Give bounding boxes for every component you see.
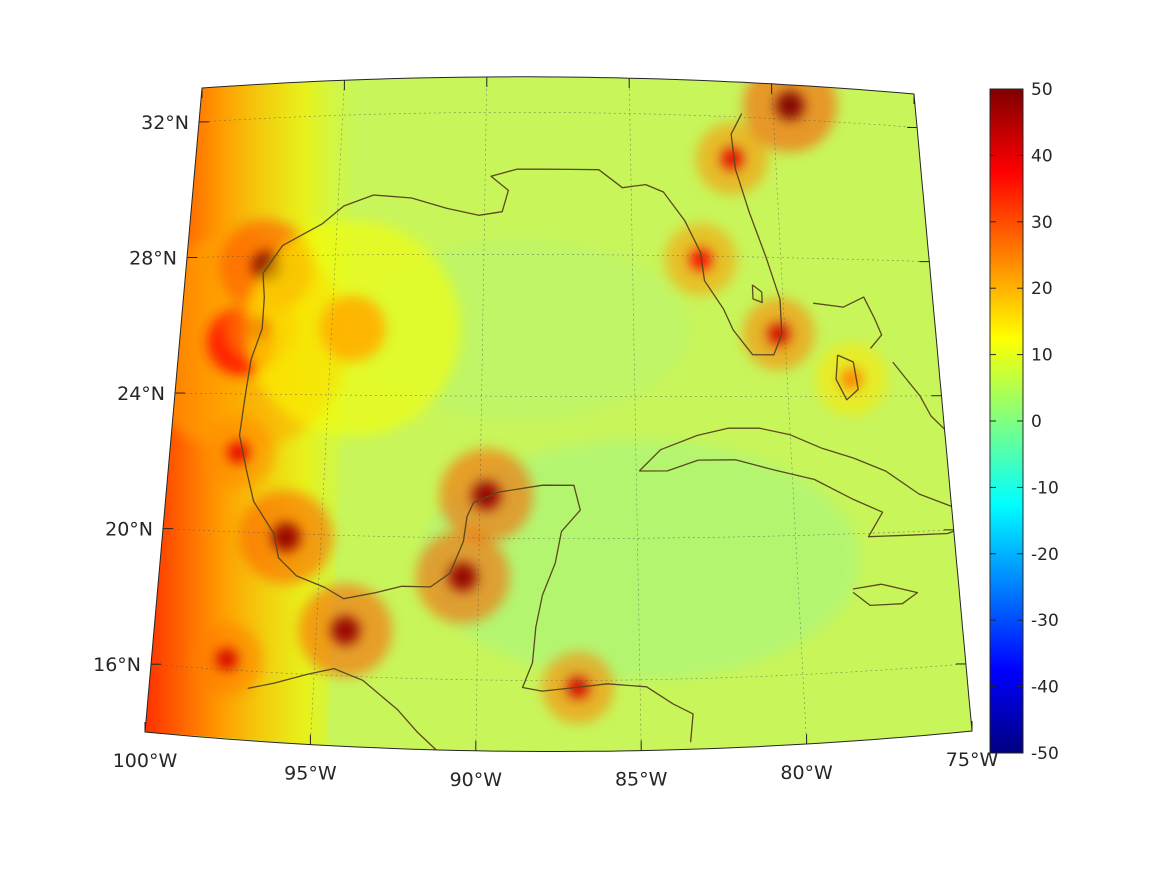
parallel-line (150, 663, 966, 681)
frame-ticks (144, 76, 973, 751)
colorbar: 50 40 30 20 10 0 -10 -20 -30 -40 -50 (989, 80, 1059, 764)
hotspot-west-gulf-plume (319, 295, 386, 362)
coastline-cuba (638, 427, 972, 538)
colorbar-tick-label: 0 (1031, 412, 1042, 432)
longitude-labels: 100°W 95°W 90°W 85°W 80°W 75°W (113, 749, 999, 791)
colorbar-tick-label: -10 (1031, 478, 1059, 498)
lat-label: 16°N (93, 654, 141, 676)
parallel-line (162, 528, 954, 539)
coastline-andros (835, 354, 859, 401)
lat-label: 24°N (117, 383, 165, 405)
coastline-yucatan-east (498, 484, 694, 743)
lon-label: 95°W (284, 763, 337, 785)
colorbar-tick-label: 50 (1031, 80, 1053, 100)
meridian-line (310, 80, 345, 745)
hotspot-andros (840, 368, 863, 391)
colorbar-tick-label: -40 (1031, 678, 1059, 698)
hotspot-carolina-offshore (775, 91, 805, 120)
parallel-line (186, 254, 930, 262)
coastline-gulf-coast (247, 667, 437, 751)
hotspot-tampico (227, 441, 250, 464)
lat-label: 28°N (129, 248, 177, 270)
coastline-bahamas-n (813, 296, 883, 349)
hotspot-tehuantepec (331, 616, 360, 645)
colorbar-ticks: 50 40 30 20 10 0 -10 -20 -30 -40 -50 (990, 80, 1059, 764)
colorbar-tick-label: 30 (1031, 213, 1053, 233)
lat-label: 32°N (141, 112, 189, 134)
hotspot-yucatan-north (471, 481, 501, 510)
colorbar-tick-label: 10 (1031, 346, 1053, 366)
lon-label: 80°W (780, 762, 833, 784)
latitude-labels: 32°N 28°N 24°N 20°N 16°N (93, 112, 189, 676)
meridian-line (475, 76, 488, 751)
colorbar-tick-label: 40 (1031, 146, 1053, 166)
map-panel (144, 76, 973, 752)
coastline-mexico-gulf (238, 113, 783, 600)
coastline-bahamas-e (892, 361, 952, 437)
coastline-jamaica (852, 583, 919, 607)
hotspot-tampa (689, 248, 712, 271)
lon-label: 75°W (946, 749, 999, 771)
hotspot-veracruz (271, 522, 301, 552)
colorbar-tick-label: 20 (1031, 279, 1053, 299)
colorbar-tick-label: -20 (1031, 545, 1059, 565)
colorbar-tick-label: -50 (1031, 744, 1059, 764)
coastlines (238, 113, 972, 751)
lon-label: 100°W (113, 750, 178, 772)
lat-label: 20°N (105, 519, 153, 541)
coastline-okeechobee (751, 284, 763, 304)
hotspot-campeche (448, 562, 478, 592)
colorbar-tick-label: -30 (1031, 611, 1059, 631)
hotspot-jacksonville (721, 147, 744, 170)
meridian-line (628, 78, 642, 751)
meridian-line (771, 83, 807, 745)
hotspot-oaxaca-coast (215, 648, 238, 671)
lon-label: 85°W (615, 769, 668, 791)
lon-label: 90°W (450, 769, 503, 791)
